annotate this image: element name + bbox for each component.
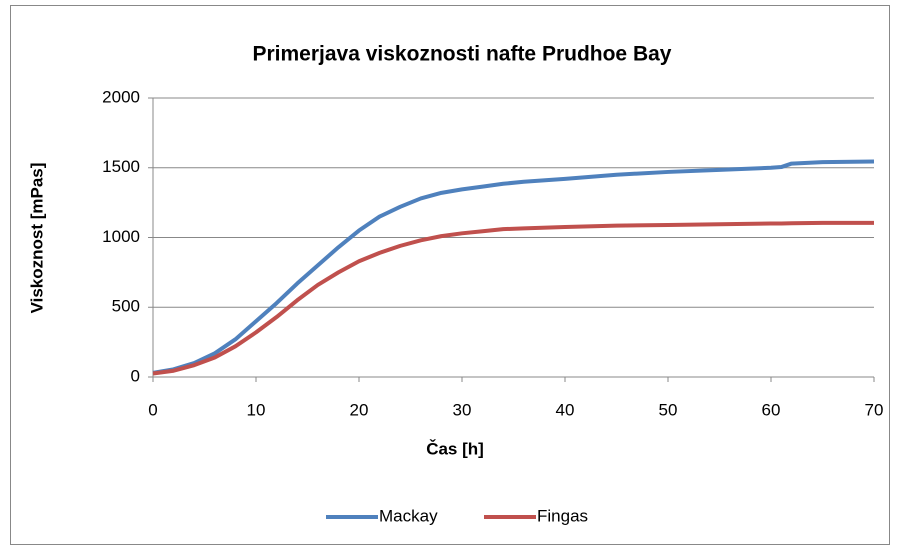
legend-label: Fingas — [537, 506, 588, 525]
line-series — [152, 159, 875, 375]
y-tick-label: 0 — [131, 366, 140, 385]
y-tick-label: 2000 — [102, 87, 140, 106]
x-tick-label: 20 — [350, 400, 369, 419]
y-axis-title: Viskoznost [mPas] — [27, 163, 46, 314]
x-tick-label: 40 — [556, 400, 575, 419]
x-tick-label: 50 — [659, 400, 678, 419]
x-tick-label: 10 — [247, 400, 266, 419]
x-tick-label: 70 — [865, 400, 884, 419]
chart-title: Primerjava viskoznosti nafte Prudhoe Bay — [253, 43, 672, 66]
x-tick-label: 30 — [453, 400, 472, 419]
line-series — [152, 220, 874, 376]
x-tick-label: 0 — [148, 400, 157, 419]
y-tick-label: 1000 — [102, 227, 140, 246]
x-axis-title: Čas [h] — [426, 439, 484, 458]
chart-border — [10, 5, 890, 545]
x-tick-label: 60 — [762, 400, 781, 419]
legend-label: Mackay — [379, 506, 438, 525]
y-tick-label: 1500 — [102, 157, 140, 176]
y-tick-label: 500 — [112, 297, 140, 316]
